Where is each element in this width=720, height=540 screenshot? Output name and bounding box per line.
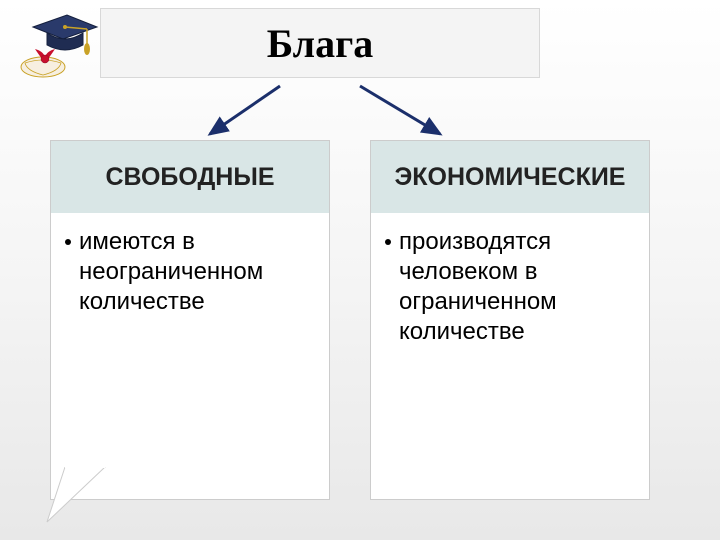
- card-economic-goods: ЭКОНОМИЧЕСКИЕ производятся человеком в о…: [370, 140, 650, 500]
- bullet-item: имеются в неограниченном количестве: [65, 227, 319, 317]
- bullet-text-right: производятся человеком в ограниченном ко…: [399, 227, 639, 347]
- arrow-left: [210, 86, 280, 134]
- graduation-cap-diploma-icon: [15, 5, 100, 85]
- card-free-goods: СВОБОДНЫЕ имеются в неограниченном колич…: [50, 140, 330, 500]
- bullet-item: производятся человеком в ограниченном ко…: [385, 227, 639, 347]
- bullet-text-left: имеются в неограниченном количестве: [79, 227, 319, 317]
- title-box: Блага: [100, 8, 540, 78]
- bullet-dot-icon: [65, 239, 71, 245]
- card-header-right-text: ЭКОНОМИЧЕСКИЕ: [395, 163, 626, 192]
- arrow-right: [360, 86, 440, 134]
- card-body-left: имеются в неограниченном количестве: [51, 213, 329, 499]
- card-header-left: СВОБОДНЫЕ: [51, 141, 329, 213]
- card-header-right: ЭКОНОМИЧЕСКИЕ: [371, 141, 649, 213]
- card-body-right: производятся человеком в ограниченном ко…: [371, 213, 649, 499]
- bullet-dot-icon: [385, 239, 391, 245]
- page-title: Блага: [267, 20, 374, 67]
- callout-tail-icon: [45, 467, 125, 527]
- card-header-left-text: СВОБОДНЫЕ: [105, 163, 274, 192]
